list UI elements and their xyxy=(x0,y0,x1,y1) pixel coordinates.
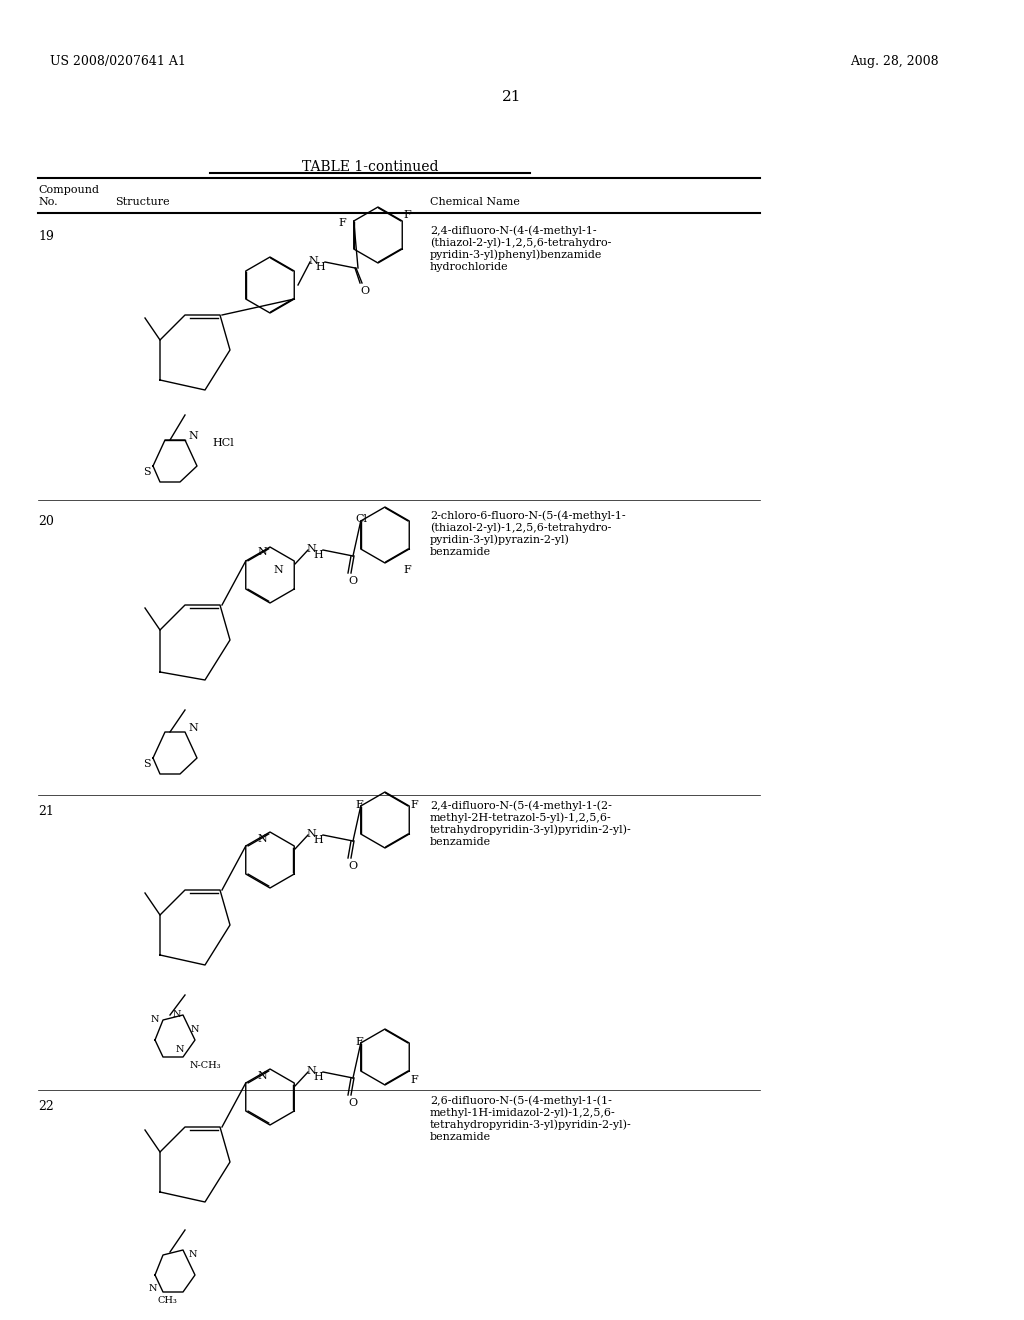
Text: S: S xyxy=(143,467,151,477)
Text: Structure: Structure xyxy=(115,197,170,207)
Text: F: F xyxy=(410,800,418,810)
Text: N: N xyxy=(151,1015,160,1024)
Text: F: F xyxy=(410,1074,418,1085)
Text: H: H xyxy=(313,836,323,845)
Text: N: N xyxy=(257,834,267,843)
Text: H: H xyxy=(315,261,325,272)
Text: F: F xyxy=(338,218,346,228)
Text: Aug. 28, 2008: Aug. 28, 2008 xyxy=(850,55,939,69)
Text: US 2008/0207641 A1: US 2008/0207641 A1 xyxy=(50,55,186,69)
Text: 2-chloro-6-fluoro-N-(5-(4-methyl-1-
(thiazol-2-yl)-1,2,5,6-tetrahydro-
pyridin-3: 2-chloro-6-fluoro-N-(5-(4-methyl-1- (thi… xyxy=(430,510,626,557)
Text: 2,4-difluoro-N-(5-(4-methyl-1-(2-
methyl-2H-tetrazol-5-yl)-1,2,5,6-
tetrahydropy: 2,4-difluoro-N-(5-(4-methyl-1-(2- methyl… xyxy=(430,800,632,846)
Text: N: N xyxy=(306,1067,315,1076)
Text: F: F xyxy=(403,565,411,576)
Text: 2,4-difluoro-N-(4-(4-methyl-1-
(thiazol-2-yl)-1,2,5,6-tetrahydro-
pyridin-3-yl)p: 2,4-difluoro-N-(4-(4-methyl-1- (thiazol-… xyxy=(430,224,611,272)
Text: HCl: HCl xyxy=(212,438,233,447)
Text: F: F xyxy=(355,800,362,810)
Text: N: N xyxy=(188,1250,198,1259)
Text: Compound: Compound xyxy=(38,185,99,195)
Text: N: N xyxy=(308,256,317,267)
Text: N: N xyxy=(148,1284,158,1294)
Text: H: H xyxy=(313,1072,323,1082)
Text: N: N xyxy=(173,1010,181,1019)
Text: S: S xyxy=(143,759,151,770)
Text: 2,6-difluoro-N-(5-(4-methyl-1-(1-
methyl-1H-imidazol-2-yl)-1,2,5,6-
tetrahydropy: 2,6-difluoro-N-(5-(4-methyl-1-(1- methyl… xyxy=(430,1096,632,1142)
Text: Chemical Name: Chemical Name xyxy=(430,197,520,207)
Text: F: F xyxy=(403,210,411,220)
Text: O: O xyxy=(348,861,357,871)
Text: 19: 19 xyxy=(38,230,54,243)
Text: N: N xyxy=(306,544,315,554)
Text: N: N xyxy=(188,432,198,441)
Text: O: O xyxy=(348,576,357,586)
Text: O: O xyxy=(360,286,369,296)
Text: No.: No. xyxy=(38,197,57,207)
Text: 22: 22 xyxy=(38,1100,53,1113)
Text: N: N xyxy=(257,1071,267,1081)
Text: Cl: Cl xyxy=(355,513,367,524)
Text: TABLE 1-continued: TABLE 1-continued xyxy=(302,160,438,174)
Text: N: N xyxy=(188,723,198,733)
Text: N-CH₃: N-CH₃ xyxy=(190,1061,221,1071)
Text: N: N xyxy=(176,1045,184,1053)
Text: N: N xyxy=(257,546,267,557)
Text: 20: 20 xyxy=(38,515,54,528)
Text: CH₃: CH₃ xyxy=(157,1296,177,1305)
Text: 21: 21 xyxy=(38,805,54,818)
Text: O: O xyxy=(348,1098,357,1107)
Text: 21: 21 xyxy=(502,90,522,104)
Text: N: N xyxy=(273,565,283,576)
Text: F: F xyxy=(355,1038,362,1047)
Text: H: H xyxy=(313,550,323,560)
Text: N: N xyxy=(190,1026,200,1034)
Text: N: N xyxy=(306,829,315,840)
